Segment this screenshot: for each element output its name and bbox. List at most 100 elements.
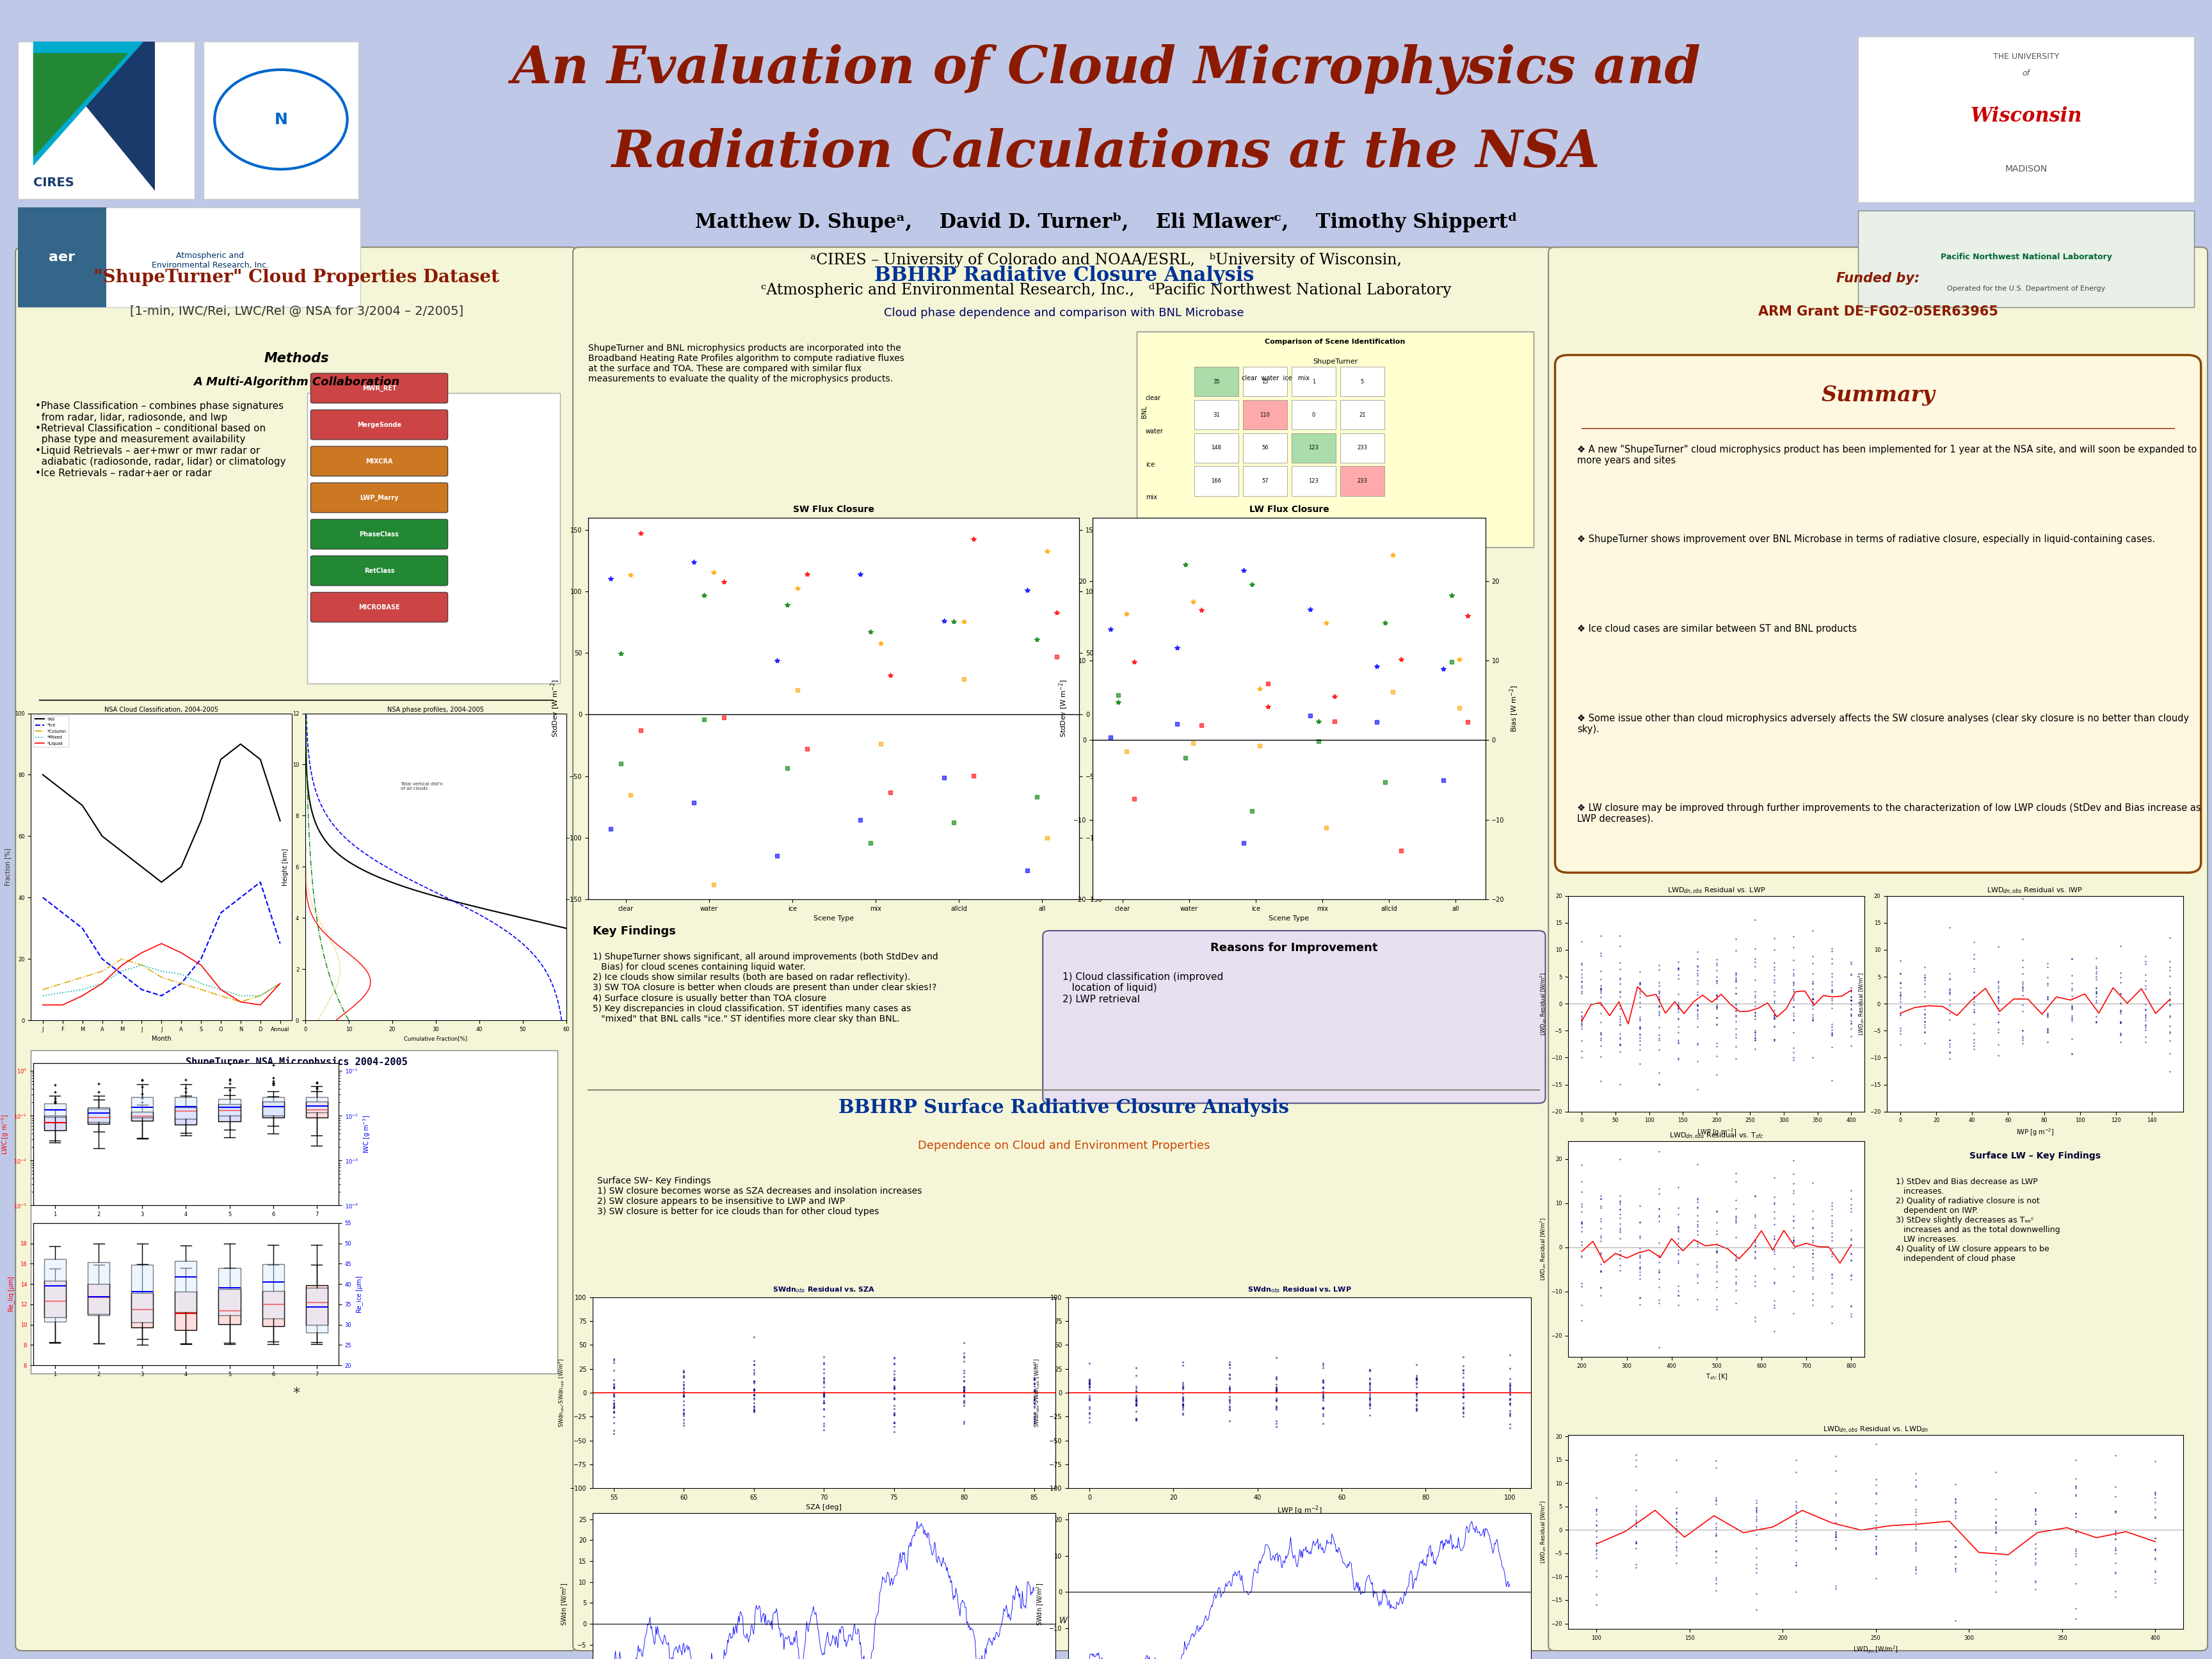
Point (1661, 1282, 1697, 1309)
Point (1778, 1458, 1814, 1485)
Point (1814, 1271, 1849, 1297)
Point (1491, 1385, 1526, 1412)
Point (666, 1410, 701, 1437)
Point (1776, 1171, 1812, 1198)
Point (1444, 1380, 1480, 1407)
Point (1699, 994, 1734, 1020)
Point (1907, 1009, 1942, 1035)
PathPatch shape (44, 1103, 66, 1117)
Point (1659, 1550, 1694, 1576)
Point (737, 1350, 772, 1377)
Point (1491, 1365, 1526, 1392)
Point (1955, 1010, 1991, 1037)
Point (876, 1418, 911, 1445)
Point (1564, 967, 1599, 994)
Text: 1) Cloud classification (improved
   location of liquid)
2) LWP retrieval: 1) Cloud classification (improved locati… (1062, 972, 1223, 1004)
Point (1212, 1379, 1248, 1405)
Point (2017, 1496, 2053, 1523)
Point (805, 1380, 841, 1407)
Point (876, 1357, 911, 1384)
Point (1305, 1395, 1340, 1422)
Point (2017, 1569, 2053, 1596)
Point (876, 1375, 911, 1402)
Point (1352, 1365, 1387, 1392)
Point (1071, 1377, 1106, 1404)
Point (1259, 1374, 1294, 1400)
Point (666, 1357, 701, 1384)
Point (1980, 984, 2015, 1010)
Point (2137, 1503, 2172, 1530)
Point (1259, 1407, 1294, 1433)
PathPatch shape (263, 1097, 283, 1117)
*Liquid (208, 979, 234, 999)
Point (1564, 1012, 1599, 1039)
Point (1814, 961, 1849, 987)
Point (1739, 1559, 1774, 1586)
Text: of: of (2022, 68, 2031, 78)
Point (1814, 1219, 1849, 1246)
Point (1931, 1045, 1966, 1072)
Point (1015, 1370, 1053, 1397)
Point (1980, 1015, 2015, 1042)
Point (2055, 1005, 2090, 1032)
Point (1491, 1387, 1526, 1413)
Point (1491, 1404, 1526, 1430)
*Column (188, 979, 215, 999)
Point (1015, 1407, 1053, 1433)
Y-axis label: SWdn [W/m$^2$]: SWdn [W/m$^2$] (1035, 1583, 1046, 1626)
Point (1579, 1496, 1615, 1523)
Point (1978, 1508, 2013, 1535)
Point (1978, 1485, 2013, 1511)
Point (1212, 1385, 1248, 1412)
Point (1699, 1455, 1734, 1481)
Point (1564, 1007, 1599, 1034)
Point (1796, 1266, 1832, 1292)
Point (1679, 1286, 1714, 1312)
Point (1978, 1548, 2013, 1574)
Text: MergeSonde: MergeSonde (356, 421, 400, 428)
Point (1659, 1530, 1694, 1556)
Point (1756, 1211, 1792, 1238)
Point (1661, 995, 1697, 1022)
Text: 1) StDev and Bias decrease as LWP
   increases.
2) Quality of radiative closure : 1) StDev and Bias decrease as LWP increa… (1896, 1178, 2059, 1262)
Point (2079, 1004, 2115, 1030)
Point (1259, 1375, 1294, 1402)
Point (1882, 1032, 1918, 1058)
Point (1601, 984, 1637, 1010)
Point (1564, 1015, 1599, 1042)
Point (1776, 1002, 1812, 1029)
Point (947, 1384, 982, 1410)
Point (1882, 994, 1918, 1020)
Point (737, 1382, 772, 1408)
Point (947, 1367, 982, 1394)
Point (1679, 1002, 1714, 1029)
Point (1305, 1350, 1340, 1377)
Bar (1243, 466, 1287, 496)
Point (1444, 1384, 1480, 1410)
Point (1119, 1379, 1155, 1405)
Point (1980, 975, 2015, 1002)
Point (1212, 1397, 1248, 1423)
Point (1621, 1291, 1657, 1317)
Point (1719, 1015, 1754, 1042)
Point (2055, 975, 2090, 1002)
Point (1119, 1389, 1155, 1415)
Point (2097, 1559, 2132, 1586)
Point (1756, 1292, 1792, 1319)
Point (2104, 932, 2139, 959)
Point (1641, 1289, 1677, 1316)
Point (2004, 1024, 2039, 1050)
Point (805, 1387, 841, 1413)
Point (1834, 984, 1869, 1010)
Point (1212, 1374, 1248, 1400)
Point (2137, 1538, 2172, 1564)
Point (1305, 1367, 1340, 1394)
Point (1352, 1370, 1387, 1397)
Point (2097, 1498, 2132, 1525)
Point (1015, 1387, 1053, 1413)
Point (1955, 1027, 1991, 1053)
Point (666, 1384, 701, 1410)
Line: *Column: *Column (42, 959, 281, 1002)
Point (2104, 997, 2139, 1024)
Point (1641, 1203, 1677, 1229)
